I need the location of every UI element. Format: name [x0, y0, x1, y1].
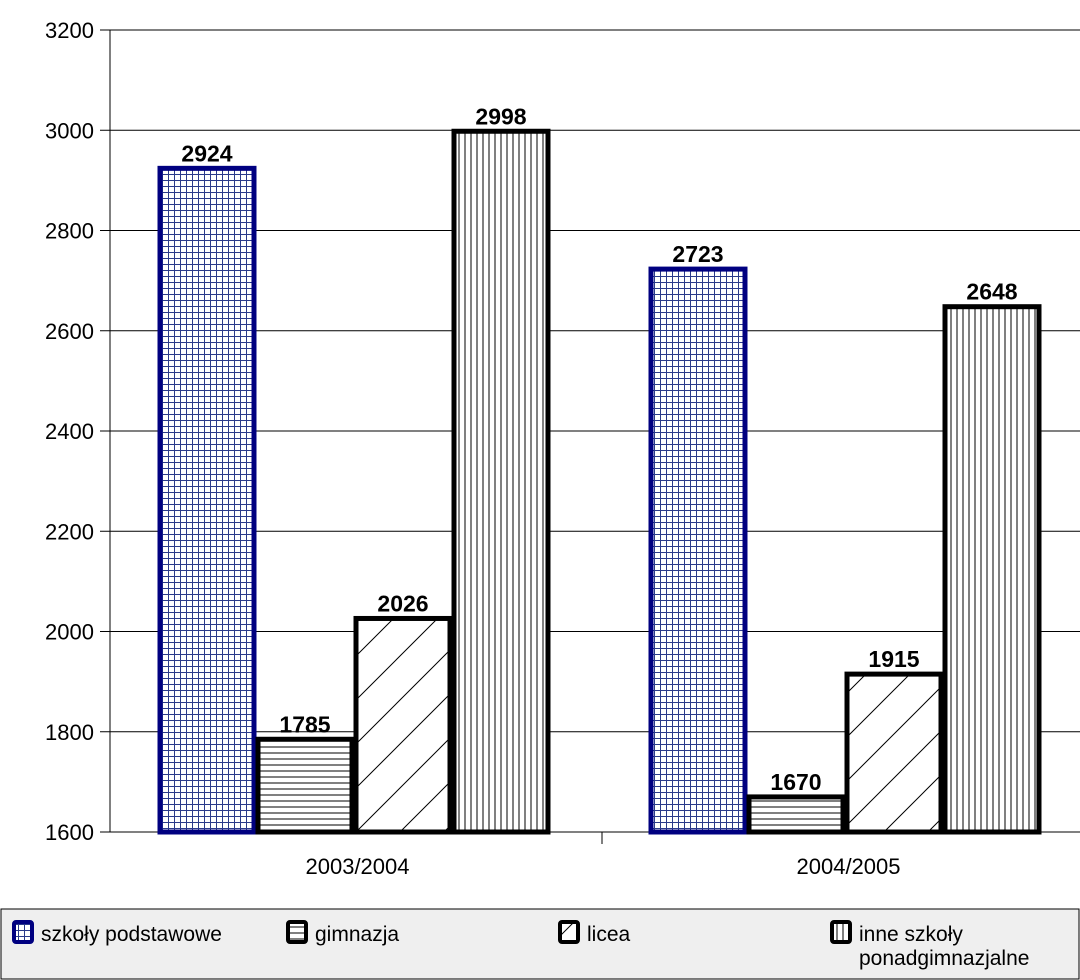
legend-swatch — [12, 920, 34, 944]
y-tick-label: 3200 — [45, 18, 94, 43]
legend-swatch — [830, 920, 852, 944]
data-label: 2648 — [966, 279, 1017, 305]
bars — [157, 128, 1042, 835]
data-label: 1915 — [868, 646, 919, 672]
bar-szkoły-podstawowe-2004-2005 — [648, 266, 748, 835]
bar-inne-szkoły-ponadgimnazjalne-2003-2004 — [451, 128, 551, 835]
x-category-label: 2004/2005 — [797, 854, 901, 879]
bar-licea-2003-2004 — [353, 615, 453, 835]
data-label: 1785 — [279, 711, 330, 737]
bar-gimnazja-2003-2004 — [255, 736, 355, 835]
legend-label: szkoły podstawowe — [41, 923, 222, 946]
legend-label: inne szkoły — [859, 923, 963, 946]
y-tick-label: 1600 — [45, 820, 94, 845]
gridlines — [110, 29, 1080, 733]
legend-box — [0, 908, 1080, 980]
legend-label: ponadgimnazjalne — [859, 947, 1029, 970]
data-label: 2026 — [377, 590, 428, 616]
data-label: 2924 — [181, 140, 232, 166]
y-tick-label: 2800 — [45, 219, 94, 244]
legend-label: gimnazja — [315, 923, 399, 946]
bar-licea-2004-2005 — [844, 671, 944, 835]
y-tick-label: 2200 — [45, 519, 94, 544]
data-labels: 2924 2723 1785 1670 2026 1915 2998 2648 — [181, 103, 1017, 795]
data-label: 2998 — [475, 103, 526, 129]
y-tick-label: 2400 — [45, 419, 94, 444]
bar-szkoły-podstawowe-2003-2004 — [157, 165, 257, 835]
bar-inne-szkoły-ponadgimnazjalne-2004-2005 — [942, 304, 1042, 835]
legend: szkoły podstawowe gimnazja licea inne szkoł… — [0, 908, 1080, 980]
data-label: 2723 — [672, 241, 723, 267]
axes: 1600 1800 2000 2200 2400 2600 2800 3000 3200 2003… — [45, 18, 1080, 879]
x-category-label: 2003/2004 — [306, 854, 410, 879]
y-tick-label: 1800 — [45, 720, 94, 745]
y-tick-label: 3000 — [45, 118, 94, 143]
legend-label: licea — [587, 923, 631, 946]
bar-gimnazja-2004-2005 — [746, 794, 846, 835]
legend-swatch — [286, 920, 308, 944]
legend-swatch — [558, 920, 580, 944]
y-tick-label: 2600 — [45, 319, 94, 344]
y-tick-label: 2000 — [45, 620, 94, 645]
data-label: 1670 — [770, 769, 821, 795]
